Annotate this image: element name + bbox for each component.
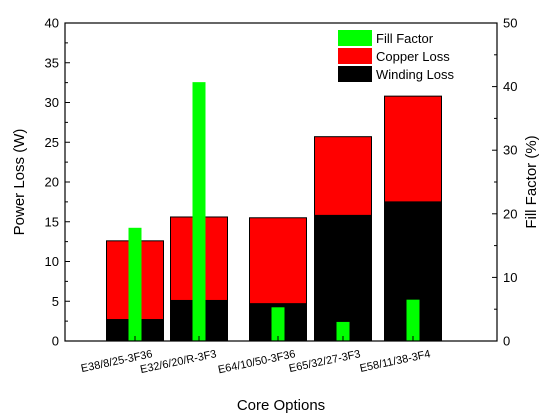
y-left-tick-label: 0 — [52, 334, 59, 349]
legend-label-copper-loss: Copper Loss — [376, 49, 450, 64]
legend: Fill Factor Copper Loss Winding Loss — [338, 30, 455, 82]
legend-swatch-fill-factor — [338, 30, 372, 46]
y-left-tick-label: 40 — [45, 16, 59, 31]
y-right-tick-label: 20 — [503, 206, 517, 221]
y-left-axis: 0 5 10 15 20 25 30 35 40 — [45, 16, 70, 349]
y-right-tick-label: 30 — [503, 143, 517, 158]
y-left-tick-label: 30 — [45, 95, 59, 110]
y-right-tick-label: 40 — [503, 79, 517, 94]
y-left-tick-label: 5 — [52, 294, 59, 309]
y-left-tick-label: 20 — [45, 175, 59, 190]
x-axis-title: Core Options — [237, 397, 325, 414]
y-right-tick-label: 50 — [503, 16, 517, 31]
x-tick-label: E65/32/27-3F3 — [288, 348, 362, 375]
y-right-axis: 0 10 20 30 40 50 — [492, 16, 517, 349]
y-left-tick-label: 25 — [45, 135, 59, 150]
y-right-axis-title: Fill Factor (%) — [523, 135, 540, 228]
bar-fill-factor — [406, 299, 420, 341]
legend-label-fill-factor: Fill Factor — [376, 31, 434, 46]
bar-fill-factor — [336, 321, 350, 341]
legend-swatch-copper-loss — [338, 48, 372, 64]
plot-area — [64, 22, 498, 342]
y-right-tick-label: 0 — [503, 334, 510, 349]
bar-fill-factor — [192, 82, 206, 341]
bar-winding-loss — [314, 214, 372, 342]
y-left-tick-label: 15 — [45, 214, 59, 229]
y-left-tick-label: 35 — [45, 55, 59, 70]
y-left-tick-label: 10 — [45, 254, 59, 269]
bar-fill-factor — [271, 307, 285, 341]
x-tick-label: E58/11/38-3F4 — [359, 348, 432, 375]
x-tick-label: E64/10/50-3F36 — [217, 348, 297, 376]
y-left-axis-title: Power Loss (W) — [11, 129, 28, 236]
legend-swatch-winding-loss — [338, 66, 372, 82]
legend-label-winding-loss: Winding Loss — [376, 67, 455, 82]
y-right-tick-label: 10 — [503, 270, 517, 285]
bar-fill-factor — [128, 227, 142, 341]
